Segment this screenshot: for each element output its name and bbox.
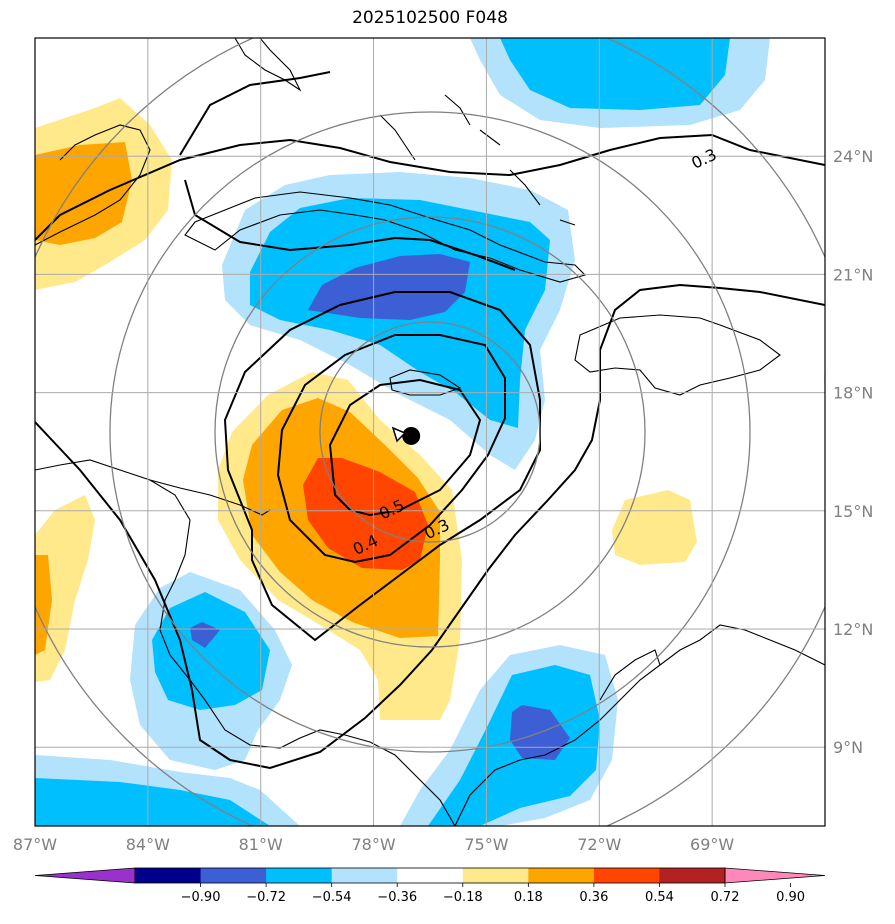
colorbar-segment bbox=[528, 868, 595, 883]
longitude-labels: 87°W 84°W 81°W 78°W 75°W 72°W 69°W bbox=[13, 835, 735, 854]
lon-tick-label: 72°W bbox=[577, 835, 621, 854]
colorbar-tick-label: −0.90 bbox=[181, 890, 221, 905]
colorbar-segment bbox=[266, 868, 333, 883]
storm-center-dot bbox=[402, 426, 421, 445]
contour-0.3-north bbox=[35, 133, 825, 241]
lat-tick-label: 24°N bbox=[833, 147, 873, 166]
colorbar-low-extend bbox=[34, 867, 136, 884]
coast-florida bbox=[234, 38, 302, 92]
coast-bahamas bbox=[379, 94, 576, 226]
range-ring-2 bbox=[214, 216, 646, 648]
colorbar-tick-label: −0.72 bbox=[246, 890, 286, 905]
storm-triangle-marker bbox=[391, 426, 407, 443]
range-ring-1 bbox=[319, 321, 541, 543]
colorbar-segment bbox=[331, 868, 398, 883]
colorbar-segment bbox=[135, 868, 202, 883]
contour-0.3-north-loop bbox=[179, 71, 331, 156]
coast-jamaica bbox=[389, 369, 462, 396]
pos-shade-left bbox=[35, 495, 95, 682]
colorbar-segment bbox=[462, 868, 529, 883]
colorbar-tick-label: 0.72 bbox=[711, 890, 740, 905]
colorbar: −0.90 −0.72 −0.54 −0.36 −0.18 0.18 0.36 0.54 0.7… bbox=[34, 867, 826, 905]
lon-tick-label: 81°W bbox=[239, 835, 283, 854]
colorbar-segment bbox=[200, 868, 267, 883]
coast-cuba bbox=[184, 191, 587, 283]
colorbar-tick-label: 0.36 bbox=[579, 890, 608, 905]
colorbar-tick-label: 0.54 bbox=[645, 890, 674, 905]
colorbar-tick-label: −0.36 bbox=[377, 890, 417, 905]
lat-tick-label: 12°N bbox=[833, 620, 873, 639]
lat-tick-label: 15°N bbox=[833, 502, 873, 521]
pos-shade-left-core bbox=[35, 555, 52, 655]
neg-shade-top-right-core bbox=[500, 38, 730, 110]
lat-tick-label: 9°N bbox=[833, 738, 863, 757]
map-frame bbox=[34, 37, 826, 827]
contour-labels: 0.30.50.40.3 bbox=[350, 145, 720, 559]
coast-hispaniola bbox=[574, 314, 781, 396]
map-title: 2025102500 F048 bbox=[352, 8, 508, 28]
colorbar-tick-label: 0.90 bbox=[776, 890, 805, 905]
colorbar-tick-label: −0.54 bbox=[312, 890, 352, 905]
colorbar-segment bbox=[593, 868, 660, 883]
lat-tick-label: 21°N bbox=[833, 265, 873, 284]
colorbar-segment bbox=[397, 868, 464, 883]
colorbar-tick-label: 0.18 bbox=[514, 890, 543, 905]
map-plot-area: 0.30.50.40.3 bbox=[35, 38, 825, 826]
lon-tick-label: 87°W bbox=[13, 835, 57, 854]
coastlines bbox=[35, 38, 825, 826]
contour-0.5 bbox=[276, 334, 506, 564]
range-rings bbox=[35, 38, 825, 826]
lon-tick-label: 78°W bbox=[351, 835, 395, 854]
coast-south-america bbox=[454, 624, 825, 826]
lon-tick-label: 69°W bbox=[690, 835, 734, 854]
lat-tick-label: 18°N bbox=[833, 384, 873, 403]
contour-0.3-upper-loop bbox=[184, 179, 516, 271]
contour-0.5-inner bbox=[328, 378, 482, 517]
coast-yucatan bbox=[35, 124, 151, 246]
lon-tick-label: 75°W bbox=[464, 835, 508, 854]
latitude-labels: 9°N 12°N 15°N 18°N 21°N 24°N bbox=[833, 147, 873, 757]
colorbar-frame bbox=[134, 867, 726, 884]
lon-tick-label: 84°W bbox=[126, 835, 170, 854]
gridlines bbox=[35, 38, 825, 826]
contours bbox=[35, 71, 825, 770]
storm-markers bbox=[391, 426, 421, 445]
colorbar-tick-label: −0.18 bbox=[443, 890, 483, 905]
coast-honduras bbox=[149, 479, 271, 516]
neg-shade-bottom-strip-core bbox=[35, 778, 270, 826]
colorbar-high-extend bbox=[724, 867, 826, 884]
contour-0.3-main bbox=[35, 283, 825, 770]
colorbar-segment bbox=[659, 868, 726, 883]
contour-0.4 bbox=[223, 291, 541, 642]
pos-shade-top-left-core bbox=[35, 142, 132, 245]
range-ring-3 bbox=[109, 111, 751, 753]
coast-venezuela-inlet bbox=[599, 649, 661, 701]
pos-shade-right bbox=[612, 490, 697, 565]
neg-shade-bottom-left-core bbox=[152, 592, 270, 710]
